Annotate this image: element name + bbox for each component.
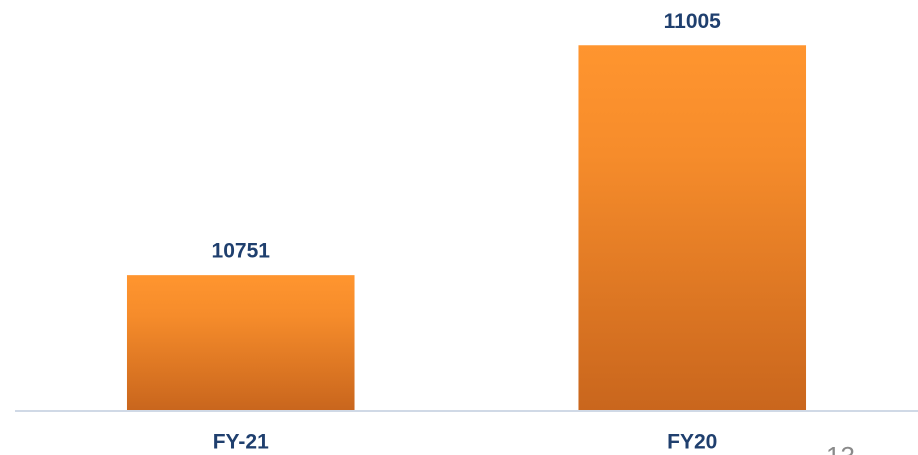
page-number: 13 xyxy=(826,441,855,455)
x-tick-label: FY-21 xyxy=(213,431,269,454)
value-label: 10751 xyxy=(212,240,271,263)
value-label: 11005 xyxy=(664,10,722,33)
bar xyxy=(126,275,355,410)
x-tick-label: FY20 xyxy=(667,431,717,454)
bar xyxy=(578,45,807,410)
